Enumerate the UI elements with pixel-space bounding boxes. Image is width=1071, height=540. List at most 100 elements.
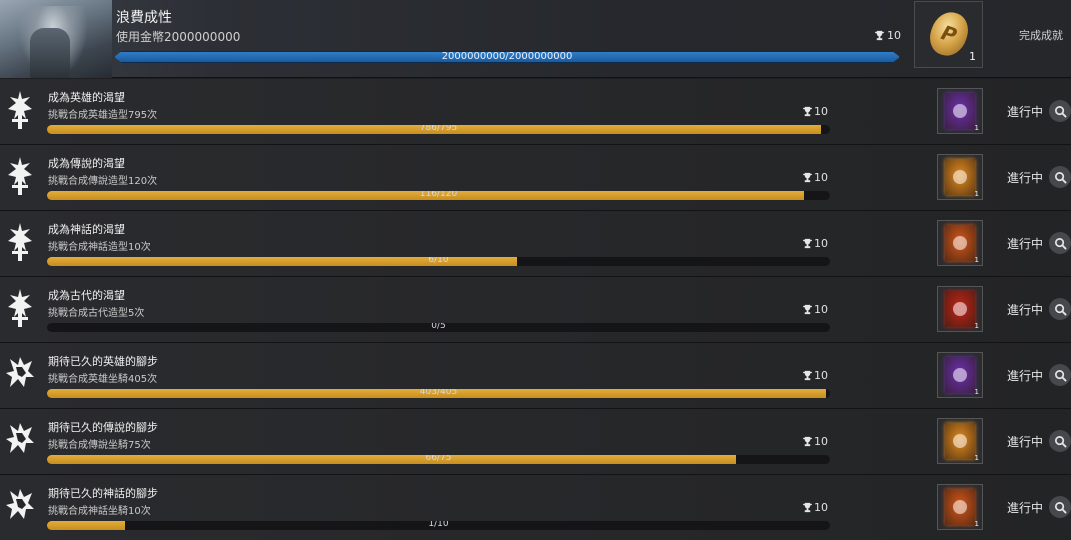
achievement-points-value: 10 xyxy=(814,501,828,514)
magnifier-icon xyxy=(1054,171,1067,184)
header-progress-fill xyxy=(115,52,899,62)
achievement-progress-text: 1/10 xyxy=(428,521,449,529)
achievement-description: 挑戰合成傳說坐騎75次 xyxy=(48,440,151,451)
achievement-progress-fill xyxy=(47,455,737,464)
view-details-button[interactable] xyxy=(1049,232,1071,254)
reward-count: 1 xyxy=(974,520,979,528)
achievement-progress-bar: 786/795 xyxy=(47,125,830,134)
achievement-points-value: 10 xyxy=(814,369,828,382)
magnifier-icon xyxy=(1054,237,1067,250)
achievement-status: 進行中 xyxy=(1007,171,1044,185)
view-details-button[interactable] xyxy=(1049,100,1071,122)
header-points-value: 10 xyxy=(887,29,901,42)
reward-slot[interactable]: 1 xyxy=(937,286,983,332)
view-details-button[interactable] xyxy=(1049,364,1071,386)
achievement-progress-bar: 116/120 xyxy=(47,191,830,200)
achievement-points-value: 10 xyxy=(814,171,828,184)
achievement-progress-text: 66/75 xyxy=(425,455,452,463)
view-details-button[interactable] xyxy=(1049,430,1071,452)
view-details-button[interactable] xyxy=(1049,166,1071,188)
magnifier-icon xyxy=(1054,501,1067,514)
achievement-points-value: 10 xyxy=(814,105,828,118)
reward-count: 1 xyxy=(974,322,979,330)
achievement-points: 10 xyxy=(802,171,828,184)
crossed-swords-icon xyxy=(2,287,38,329)
trophy-icon xyxy=(802,502,813,513)
achievement-progress-fill xyxy=(47,389,827,398)
achievement-progress-fill xyxy=(47,125,822,134)
crossed-swords-icon xyxy=(2,155,38,197)
achievement-status: 進行中 xyxy=(1007,303,1044,317)
view-details-button[interactable] xyxy=(1049,298,1071,320)
header-reward-slot[interactable]: P 1 xyxy=(914,1,983,68)
achievement-row: 成為古代的渴望 挑戰合成古代造型5次 10 0/5 1 進行中 xyxy=(0,277,1071,343)
achievement-description: 挑戰合成傳說造型120次 xyxy=(48,176,158,187)
achievement-row: 成為英雄的渴望 挑戰合成英雄造型795次 10 786/795 1 進行中 xyxy=(0,79,1071,145)
trophy-icon xyxy=(802,370,813,381)
header-trophy-points: 10 xyxy=(874,29,901,42)
achievement-points: 10 xyxy=(802,237,828,250)
header-description: 使用金幣2000000000 xyxy=(116,30,241,44)
achievement-progress-text: 6/10 xyxy=(428,257,449,265)
achievement-progress-text: 403/405 xyxy=(419,389,458,397)
trophy-icon xyxy=(802,304,813,315)
achievement-description: 挑戰合成英雄坐騎405次 xyxy=(48,374,158,385)
achievement-title: 成為傳說的渴望 xyxy=(48,157,125,170)
hero-reward-card-icon xyxy=(945,93,975,129)
achievement-title: 期待已久的傳說的腳步 xyxy=(48,421,158,434)
myth-reward-card-icon xyxy=(945,489,975,525)
magnifier-icon xyxy=(1054,435,1067,448)
achievement-title: 成為英雄的渴望 xyxy=(48,91,125,104)
achievement-progress-bar: 1/10 xyxy=(47,521,830,530)
ancient-reward-card-icon xyxy=(945,291,975,327)
achievement-title: 成為古代的渴望 xyxy=(48,289,125,302)
reward-count: 1 xyxy=(974,388,979,396)
achievement-title: 期待已久的神話的腳步 xyxy=(48,487,158,500)
achievement-progress-fill xyxy=(47,191,804,200)
reward-slot[interactable]: 1 xyxy=(937,88,983,134)
trophy-icon xyxy=(802,436,813,447)
trophy-icon xyxy=(802,172,813,183)
achievement-points-value: 10 xyxy=(814,303,828,316)
achievement-points: 10 xyxy=(802,369,828,382)
crossed-swords-icon xyxy=(2,221,38,263)
achievement-status: 進行中 xyxy=(1007,501,1044,515)
gold-coin-icon: P xyxy=(925,7,973,61)
header-progress-bar: 2000000000/2000000000 xyxy=(114,51,900,63)
magnifier-icon xyxy=(1054,303,1067,316)
view-details-button[interactable] xyxy=(1049,496,1071,518)
trophy-icon xyxy=(802,106,813,117)
crossed-swords-icon xyxy=(2,89,38,131)
achievement-description: 挑戰合成神話坐騎10次 xyxy=(48,506,151,517)
reward-slot[interactable]: 1 xyxy=(937,418,983,464)
reward-slot[interactable]: 1 xyxy=(937,154,983,200)
achievement-status: 進行中 xyxy=(1007,105,1044,119)
magnifier-icon xyxy=(1054,105,1067,118)
achievement-header: 浪費成性 使用金幣2000000000 10 2000000000/200000… xyxy=(0,0,1071,78)
achievement-progress-bar: 66/75 xyxy=(47,455,830,464)
trophy-icon xyxy=(874,30,885,41)
hero-reward-card-icon xyxy=(945,357,975,393)
complete-achievement-label: 完成成就 xyxy=(1019,29,1063,42)
header-progress-text: 2000000000/2000000000 xyxy=(441,51,573,62)
achievement-progress-bar: 403/405 xyxy=(47,389,830,398)
achievement-row: 成為神話的渴望 挑戰合成神話造型10次 10 6/10 1 進行中 xyxy=(0,211,1071,277)
achievement-progress-text: 0/5 xyxy=(431,323,446,331)
reward-slot[interactable]: 1 xyxy=(937,484,983,530)
achievement-progress-fill xyxy=(47,257,517,266)
achievement-list: 成為英雄的渴望 挑戰合成英雄造型795次 10 786/795 1 進行中 成為… xyxy=(0,79,1071,540)
magnifier-icon xyxy=(1054,369,1067,382)
achievement-points: 10 xyxy=(802,105,828,118)
reward-slot[interactable]: 1 xyxy=(937,352,983,398)
achievement-status: 進行中 xyxy=(1007,369,1044,383)
achievement-progress-text: 116/120 xyxy=(419,191,458,199)
myth-reward-card-icon xyxy=(945,225,975,261)
legend-reward-card-icon xyxy=(945,423,975,459)
trophy-icon xyxy=(802,238,813,249)
achievement-points: 10 xyxy=(802,501,828,514)
achievement-progress-bar: 0/5 xyxy=(47,323,830,332)
achievement-status: 進行中 xyxy=(1007,237,1044,251)
achievement-points-value: 10 xyxy=(814,237,828,250)
horse-head-icon xyxy=(2,353,38,395)
reward-slot[interactable]: 1 xyxy=(937,220,983,266)
